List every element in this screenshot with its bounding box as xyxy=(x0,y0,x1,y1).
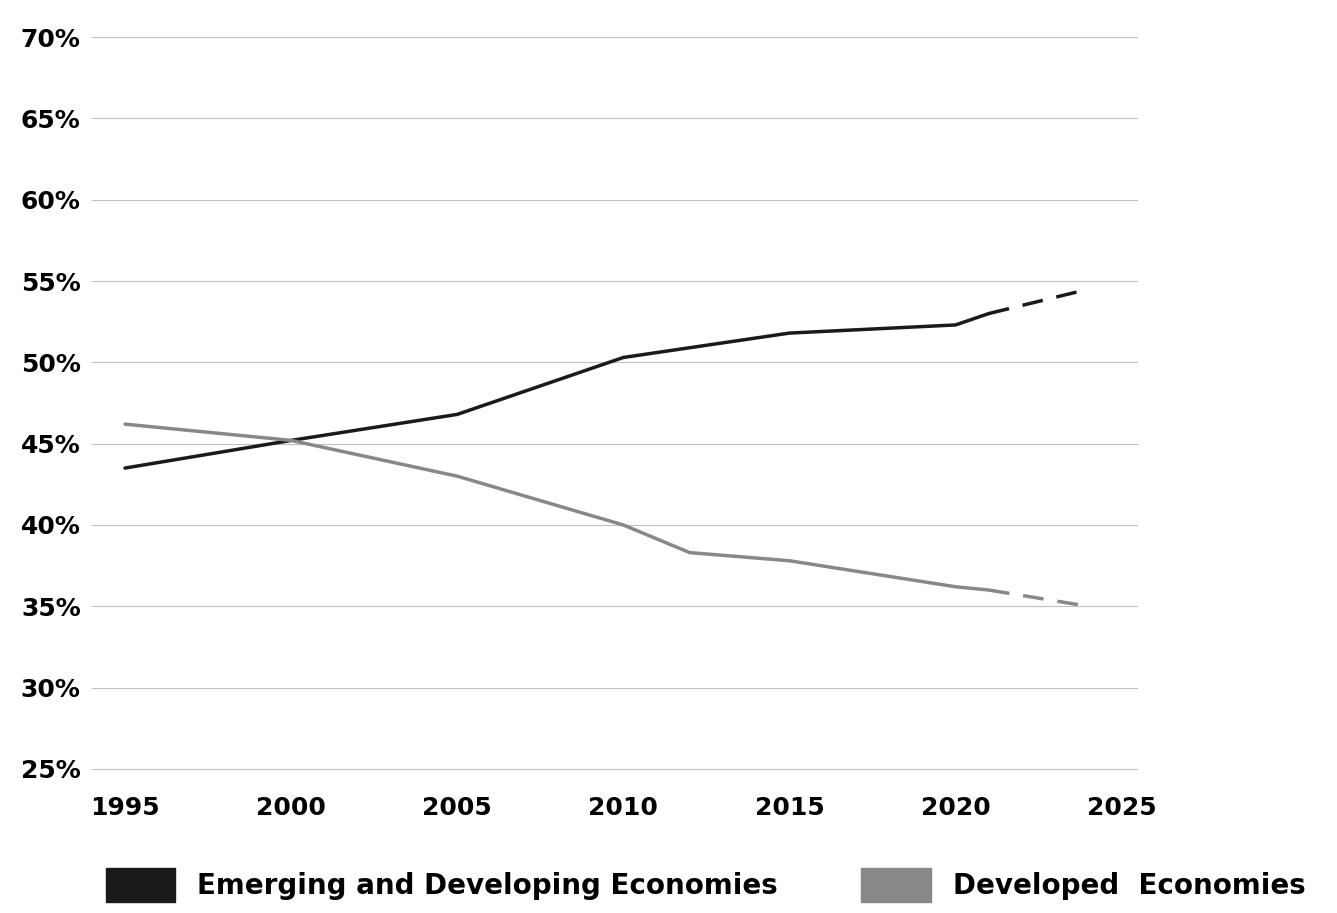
Legend: Emerging and Developing Economies, Developed  Economies: Emerging and Developing Economies, Devel… xyxy=(106,868,1306,902)
